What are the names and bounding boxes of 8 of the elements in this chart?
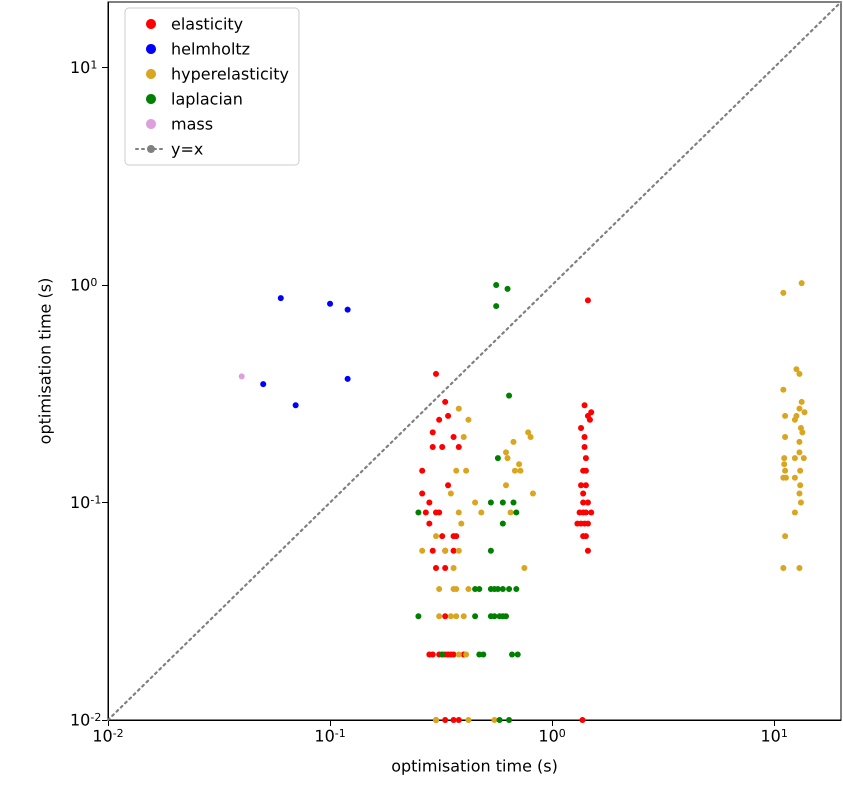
legend-label: y=x xyxy=(171,140,204,158)
y-axis-title: optimisation time (s) xyxy=(36,278,54,444)
legend-label: mass xyxy=(171,114,214,134)
x-axis-title: optimisation time (s) xyxy=(391,756,558,776)
legend-label: helmholtz xyxy=(171,40,250,58)
legend-label: hyperelasticity xyxy=(171,64,289,84)
legend-label: elasticity xyxy=(171,14,244,34)
legend-label: laplacian xyxy=(171,90,243,108)
